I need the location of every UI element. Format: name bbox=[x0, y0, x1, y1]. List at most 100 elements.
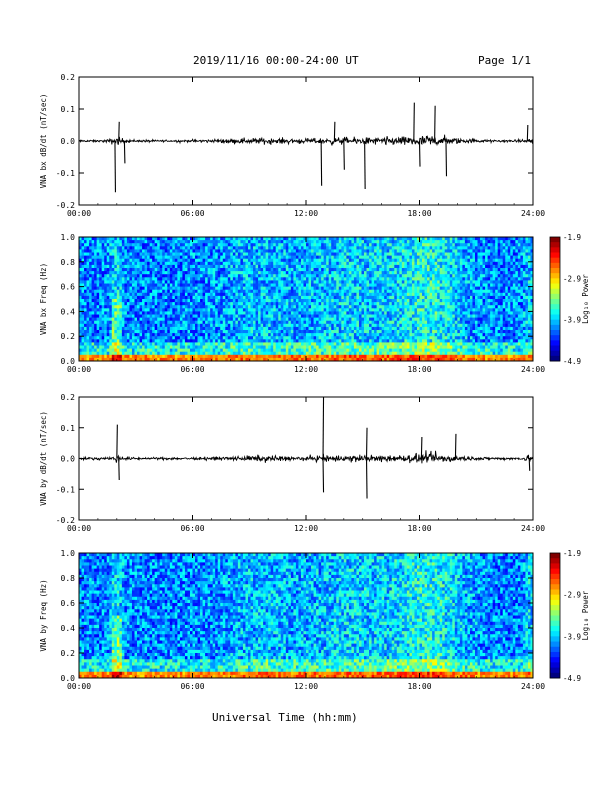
heat-cell bbox=[260, 268, 264, 272]
heat-cell bbox=[298, 274, 302, 278]
heat-cell bbox=[152, 264, 156, 269]
heat-cell bbox=[202, 255, 206, 260]
heat-cell bbox=[137, 249, 140, 253]
heat-cell bbox=[195, 252, 198, 256]
heat-cell bbox=[94, 286, 98, 291]
heat-cell bbox=[134, 317, 138, 322]
heat-cell bbox=[328, 333, 332, 337]
heat-cell bbox=[361, 258, 365, 263]
heat-cell bbox=[356, 330, 360, 334]
heat-cell bbox=[144, 308, 148, 312]
heat-cell bbox=[328, 336, 332, 340]
heat-cell bbox=[323, 311, 327, 315]
heat-cell bbox=[210, 249, 214, 253]
heat-cell bbox=[121, 280, 125, 284]
heat-cell bbox=[96, 271, 100, 275]
heat-cell bbox=[306, 255, 309, 260]
heat-cell bbox=[119, 243, 123, 247]
heat-cell bbox=[321, 237, 325, 241]
heat-cell bbox=[260, 339, 264, 343]
heat-cell bbox=[318, 258, 322, 263]
heat-cell bbox=[121, 258, 125, 263]
heat-cell bbox=[79, 354, 82, 359]
heat-cell bbox=[84, 261, 87, 266]
heat-cell bbox=[164, 286, 168, 291]
heat-cell bbox=[111, 286, 115, 291]
heat-cell bbox=[182, 317, 186, 322]
heat-cell bbox=[331, 336, 335, 340]
heat-cell bbox=[179, 311, 183, 315]
heat-cell bbox=[89, 246, 93, 250]
heat-cell bbox=[242, 249, 246, 253]
heat-cell bbox=[162, 354, 166, 359]
heat-cell bbox=[280, 351, 284, 356]
heat-cell bbox=[358, 252, 362, 256]
heat-cell bbox=[131, 249, 135, 253]
heat-cell bbox=[268, 249, 272, 253]
heat-cell bbox=[321, 255, 325, 260]
heat-cell bbox=[358, 323, 362, 328]
heat-cell bbox=[220, 317, 224, 322]
heat-cell bbox=[348, 354, 352, 359]
heat-cell bbox=[212, 252, 216, 256]
heat-cell bbox=[300, 258, 304, 263]
heat-cell bbox=[242, 295, 246, 300]
heat-cell bbox=[306, 249, 309, 253]
heat-cell bbox=[369, 348, 372, 353]
heat-cell bbox=[379, 348, 383, 353]
heat-cell bbox=[215, 299, 219, 303]
heat-cell bbox=[338, 274, 342, 278]
heat-cell bbox=[81, 314, 85, 318]
heat-cell bbox=[376, 326, 380, 331]
heat-cell bbox=[187, 249, 191, 253]
heat-cell bbox=[298, 351, 302, 356]
heat-cell bbox=[250, 339, 254, 343]
heat-cell bbox=[184, 351, 188, 356]
heat-cell bbox=[104, 261, 108, 266]
heat-cell bbox=[290, 345, 294, 349]
heat-cell bbox=[200, 289, 203, 294]
heat-cell bbox=[169, 317, 173, 322]
heat-cell bbox=[210, 302, 214, 306]
heat-cell bbox=[290, 308, 294, 312]
heat-cell bbox=[333, 283, 337, 287]
heat-cell bbox=[81, 255, 85, 260]
heat-cell bbox=[86, 314, 90, 318]
heat-cell bbox=[265, 271, 269, 275]
heat-cell bbox=[273, 268, 277, 272]
heat-cell bbox=[358, 243, 362, 247]
heat-cell bbox=[189, 330, 193, 334]
heat-cell bbox=[94, 351, 98, 356]
heat-cell bbox=[101, 280, 105, 284]
heat-cell bbox=[263, 317, 267, 322]
heat-cell bbox=[298, 295, 302, 300]
heat-cell bbox=[111, 354, 115, 359]
heat-cell bbox=[328, 357, 332, 362]
heat-cell bbox=[258, 274, 261, 278]
heat-cell bbox=[288, 326, 292, 331]
heat-cell bbox=[157, 258, 161, 263]
heat-cell bbox=[200, 261, 203, 266]
heat-cell bbox=[235, 317, 239, 322]
heat-cell bbox=[285, 274, 289, 278]
heat-cell bbox=[126, 240, 130, 244]
heat-cell bbox=[386, 308, 390, 312]
heat-cell bbox=[162, 342, 166, 346]
heat-cell bbox=[137, 342, 140, 346]
heat-cell bbox=[162, 323, 166, 328]
heat-cell bbox=[154, 351, 158, 356]
heat-cell bbox=[79, 320, 82, 325]
heat-cell bbox=[270, 305, 274, 309]
heat-cell bbox=[91, 271, 95, 275]
heat-cell bbox=[225, 249, 229, 253]
heat-cell bbox=[96, 237, 100, 241]
heat-cell bbox=[379, 317, 383, 322]
heat-cell bbox=[142, 302, 145, 306]
heat-cell bbox=[313, 317, 317, 322]
heat-cell bbox=[371, 345, 375, 349]
heat-cell bbox=[144, 333, 148, 337]
heat-cell bbox=[270, 283, 274, 287]
heat-cell bbox=[374, 280, 378, 284]
heat-cell bbox=[119, 286, 123, 291]
